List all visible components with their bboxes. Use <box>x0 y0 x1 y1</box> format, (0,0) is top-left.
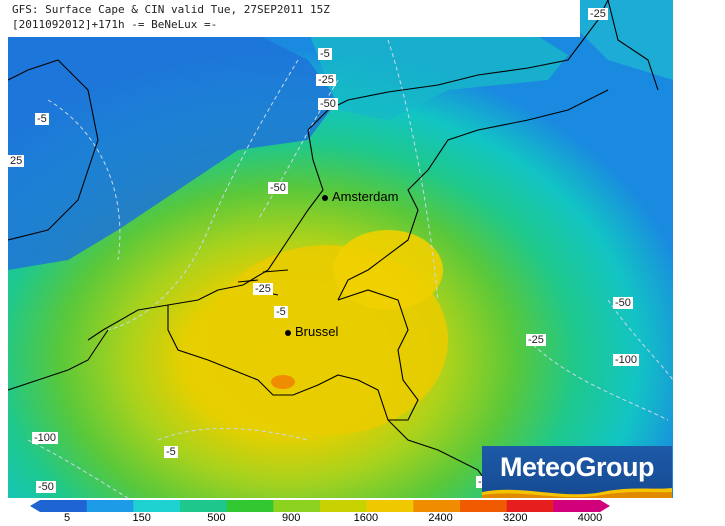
scale-tick-label: 4000 <box>577 512 603 524</box>
city-brussel: Brussel <box>285 324 338 339</box>
cin-label: -50 <box>613 297 633 309</box>
city-amsterdam: Amsterdam <box>322 189 398 204</box>
scale-segment <box>180 500 228 512</box>
cin-label: -5 <box>274 306 288 318</box>
logo-wave-icon <box>482 488 672 498</box>
cin-label: -5 <box>164 446 178 458</box>
title-line-2: [2011092012]+171h -= BeNeLux =- <box>12 18 218 31</box>
title-line-1: GFS: Surface Cape & CIN valid Tue, 27SEP… <box>12 3 330 16</box>
scale-tick-label: 150 <box>132 512 151 524</box>
cin-label: -100 <box>32 432 59 444</box>
scale-segment <box>506 500 554 512</box>
scale-segment <box>366 500 414 512</box>
cin-label: 25 <box>8 155 25 167</box>
scale-segment <box>226 500 274 512</box>
cin-label: -25 <box>526 334 546 346</box>
map-title-box: GFS: Surface Cape & CIN valid Tue, 27SEP… <box>8 0 580 37</box>
city-dot-icon <box>285 329 291 336</box>
cape-field-map <box>8 0 673 498</box>
meteogroup-logo: MeteoGroup <box>482 446 672 498</box>
city-name: Brussel <box>295 324 339 339</box>
scale-segment <box>133 500 181 512</box>
cin-label: -50 <box>36 481 56 493</box>
cin-label: -100 <box>613 354 640 366</box>
city-dot-icon <box>322 194 328 201</box>
scale-tick-label: 3200 <box>503 512 528 524</box>
scale-tick-label: 5 <box>63 512 71 524</box>
cin-label: -25 <box>316 74 336 86</box>
scale-segment <box>273 500 321 512</box>
scale-right-arrow <box>600 500 610 512</box>
cin-label: -5 <box>318 48 332 60</box>
scale-tick-label: 500 <box>207 512 226 524</box>
logo-text: MeteoGroup <box>500 452 655 482</box>
cape-color-scale <box>30 500 610 512</box>
scale-tick-label: 2400 <box>428 512 453 524</box>
map-area <box>8 0 673 498</box>
cin-label: -25 <box>253 283 273 295</box>
cin-label: -50 <box>268 182 288 194</box>
scale-segment <box>86 500 134 512</box>
cin-label: -25 <box>588 8 608 20</box>
scale-segment <box>40 500 88 512</box>
scale-segment <box>553 500 601 512</box>
cin-label: -5 <box>35 113 49 125</box>
cin-label: -50 <box>318 98 338 110</box>
city-name: Amsterdam <box>332 189 399 204</box>
scale-left-arrow <box>30 500 40 512</box>
scale-tick-label: 1600 <box>353 512 379 524</box>
scale-tick-label: 900 <box>281 512 301 524</box>
scale-segment <box>413 500 461 512</box>
scale-segment <box>460 500 508 512</box>
scale-segment <box>320 500 368 512</box>
